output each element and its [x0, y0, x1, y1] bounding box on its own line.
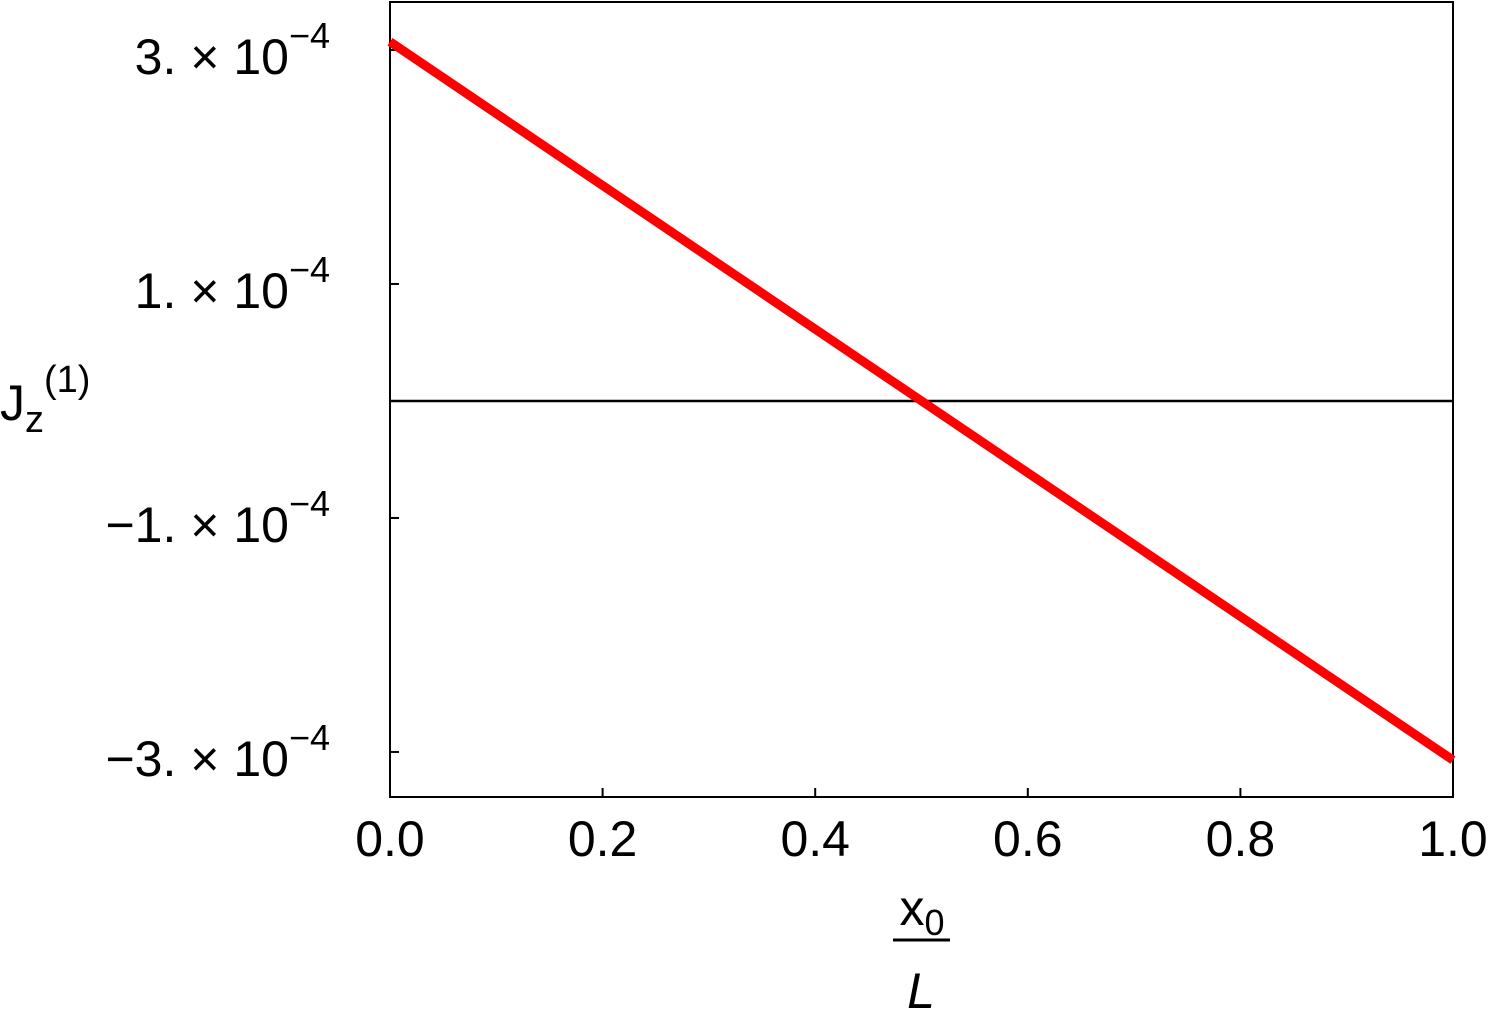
x-tick-label: 0.4	[780, 811, 850, 867]
x-label-num-sub: 0	[924, 902, 944, 943]
y-tick-mantissa: −3. × 10	[105, 731, 289, 787]
y-tick-mantissa: 3. × 10	[135, 29, 289, 85]
x-tick-label: 0.8	[1206, 811, 1276, 867]
y-axis-label: Jz(1)	[0, 359, 90, 441]
y-tick-exponent: −4	[289, 249, 330, 290]
y-tick-label: 1. × 10−4	[135, 249, 330, 319]
x-tick-label: 0.6	[993, 811, 1063, 867]
x-axis-label-numerator: x0	[899, 880, 944, 943]
x-tick-label: 0.0	[355, 811, 425, 867]
y-label-base: J	[0, 375, 25, 431]
x-axis-label-denominator: L	[907, 963, 935, 1017]
x-tick-label: 1.0	[1418, 811, 1488, 867]
y-tick-label: −1. × 10−4	[105, 483, 330, 553]
y-tick-exponent: −4	[289, 717, 330, 758]
plot-frame	[389, 1, 1454, 798]
y-tick-mantissa: −1. × 10	[105, 497, 289, 553]
x-tick-label: 0.2	[568, 811, 638, 867]
data-line	[387, 38, 1456, 764]
y-label-sub: z	[25, 399, 44, 441]
y-tick-label: −3. × 10−4	[105, 717, 330, 787]
y-label-sup: (1)	[44, 359, 90, 401]
y-tick-label: 3. × 10−4	[135, 15, 330, 85]
y-tick-exponent: −4	[289, 483, 330, 524]
x-label-num: x	[899, 880, 924, 936]
y-tick-exponent: −4	[289, 15, 330, 56]
y-tick-mantissa: 1. × 10	[135, 263, 289, 319]
